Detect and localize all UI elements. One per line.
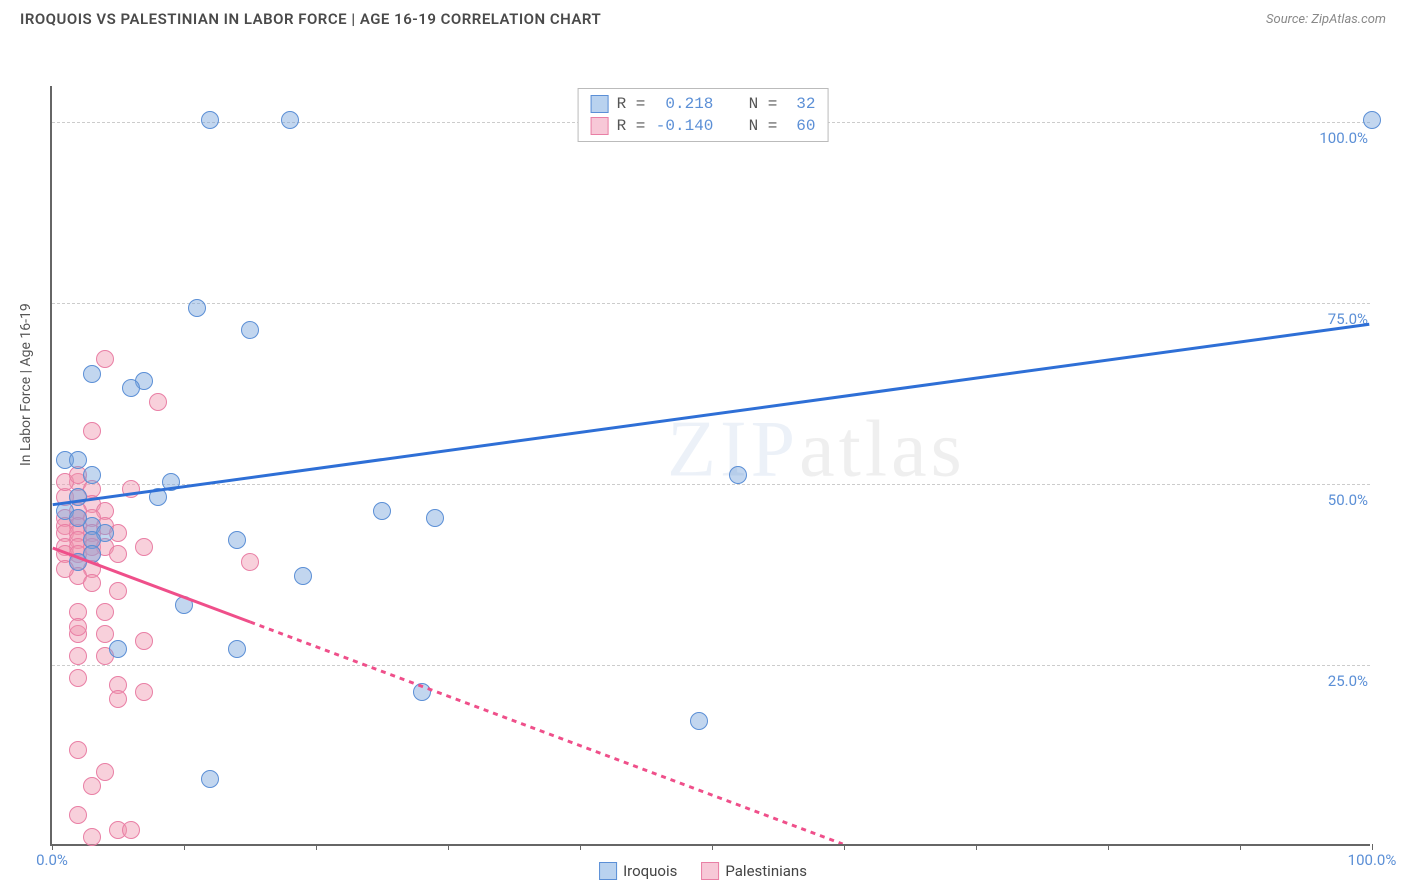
- legend-swatch: [599, 862, 617, 880]
- source-attribution: Source: ZipAtlas.com: [1266, 12, 1386, 27]
- regression-lines: [52, 86, 1370, 844]
- scatter-point: [69, 741, 87, 759]
- scatter-point: [69, 669, 87, 687]
- scatter-point: [149, 393, 167, 411]
- scatter-point: [109, 690, 127, 708]
- scatter-point: [96, 350, 114, 368]
- scatter-point: [281, 111, 299, 129]
- x-tick-label: 0.0%: [36, 851, 68, 869]
- scatter-point: [69, 509, 87, 527]
- legend-row: R = 0.218 N = 32: [591, 93, 816, 115]
- regression-line: [53, 324, 1370, 504]
- x-tick-label: 100.0%: [1348, 851, 1397, 869]
- scatter-point: [69, 618, 87, 636]
- watermark: ZIPatlas: [667, 404, 966, 495]
- gridline: [52, 484, 1370, 485]
- scatter-point: [162, 473, 180, 491]
- scatter-point: [109, 640, 127, 658]
- legend-n-value: 32: [785, 95, 815, 113]
- scatter-point: [83, 422, 101, 440]
- x-tick: [448, 844, 449, 850]
- x-tick: [712, 844, 713, 850]
- scatter-point: [83, 828, 101, 846]
- scatter-point: [373, 502, 391, 520]
- y-tick-label: 25.0%: [1324, 672, 1372, 690]
- scatter-point: [135, 632, 153, 650]
- scatter-point: [228, 640, 246, 658]
- scatter-point: [149, 488, 167, 506]
- scatter-point: [96, 763, 114, 781]
- scatter-point: [188, 299, 206, 317]
- scatter-point: [83, 574, 101, 592]
- scatter-point: [69, 806, 87, 824]
- y-tick-label: 50.0%: [1324, 491, 1372, 509]
- chart-container: In Labor Force | Age 16-19 ZIPatlas 25.0…: [0, 36, 1406, 886]
- legend-n-label: N =: [749, 95, 778, 113]
- scatter-point: [241, 321, 259, 339]
- x-tick: [1240, 844, 1241, 850]
- scatter-point: [69, 488, 87, 506]
- scatter-point: [69, 647, 87, 665]
- gridline: [52, 303, 1370, 304]
- x-tick: [184, 844, 185, 850]
- x-tick: [1372, 844, 1373, 850]
- scatter-point: [109, 545, 127, 563]
- scatter-point: [96, 603, 114, 621]
- y-axis-label: In Labor Force | Age 16-19: [18, 303, 34, 466]
- scatter-point: [122, 379, 140, 397]
- scatter-point: [122, 480, 140, 498]
- x-tick: [1108, 844, 1109, 850]
- x-tick: [580, 844, 581, 850]
- legend-row: R = -0.140 N = 60: [591, 115, 816, 137]
- scatter-point: [175, 596, 193, 614]
- legend-swatch: [701, 862, 719, 880]
- y-tick-label: 75.0%: [1324, 310, 1372, 328]
- scatter-point: [241, 553, 259, 571]
- scatter-point: [83, 365, 101, 383]
- scatter-point: [1363, 111, 1381, 129]
- scatter-point: [69, 553, 87, 571]
- watermark-thin: atlas: [799, 405, 966, 493]
- series-legend: Iroquois Palestinians: [599, 862, 807, 880]
- legend-label: Palestinians: [725, 862, 807, 880]
- scatter-point: [426, 509, 444, 527]
- legend-n-label: N =: [749, 117, 778, 135]
- y-tick-label: 100.0%: [1315, 129, 1372, 147]
- scatter-point: [201, 770, 219, 788]
- correlation-legend: R = 0.218 N = 32 R = -0.140 N = 60: [578, 88, 829, 142]
- legend-item: Palestinians: [701, 862, 807, 880]
- scatter-point: [69, 451, 87, 469]
- scatter-point: [135, 683, 153, 701]
- scatter-point: [228, 531, 246, 549]
- scatter-point: [729, 466, 747, 484]
- scatter-point: [96, 625, 114, 643]
- scatter-point: [122, 821, 140, 839]
- chart-title: IROQUOIS VS PALESTINIAN IN LABOR FORCE |…: [20, 10, 601, 28]
- x-tick: [316, 844, 317, 850]
- scatter-point: [294, 567, 312, 585]
- scatter-point: [413, 683, 431, 701]
- legend-n-value: 60: [785, 117, 815, 135]
- legend-swatch: [591, 95, 609, 113]
- gridline: [52, 665, 1370, 666]
- legend-r-value: 0.218: [653, 95, 713, 113]
- legend-r-label: R =: [617, 117, 646, 135]
- scatter-point: [83, 777, 101, 795]
- x-tick: [52, 844, 53, 850]
- scatter-point: [109, 582, 127, 600]
- legend-r-label: R =: [617, 95, 646, 113]
- scatter-point: [201, 111, 219, 129]
- x-tick: [976, 844, 977, 850]
- legend-swatch: [591, 117, 609, 135]
- legend-item: Iroquois: [599, 862, 677, 880]
- legend-r-value: -0.140: [653, 117, 713, 135]
- plot-area: ZIPatlas 25.0%50.0%75.0%100.0%0.0%100.0%: [50, 86, 1370, 846]
- scatter-point: [690, 712, 708, 730]
- regression-line: [250, 622, 842, 844]
- scatter-point: [135, 538, 153, 556]
- legend-label: Iroquois: [623, 862, 677, 880]
- x-tick: [844, 844, 845, 850]
- scatter-point: [83, 466, 101, 484]
